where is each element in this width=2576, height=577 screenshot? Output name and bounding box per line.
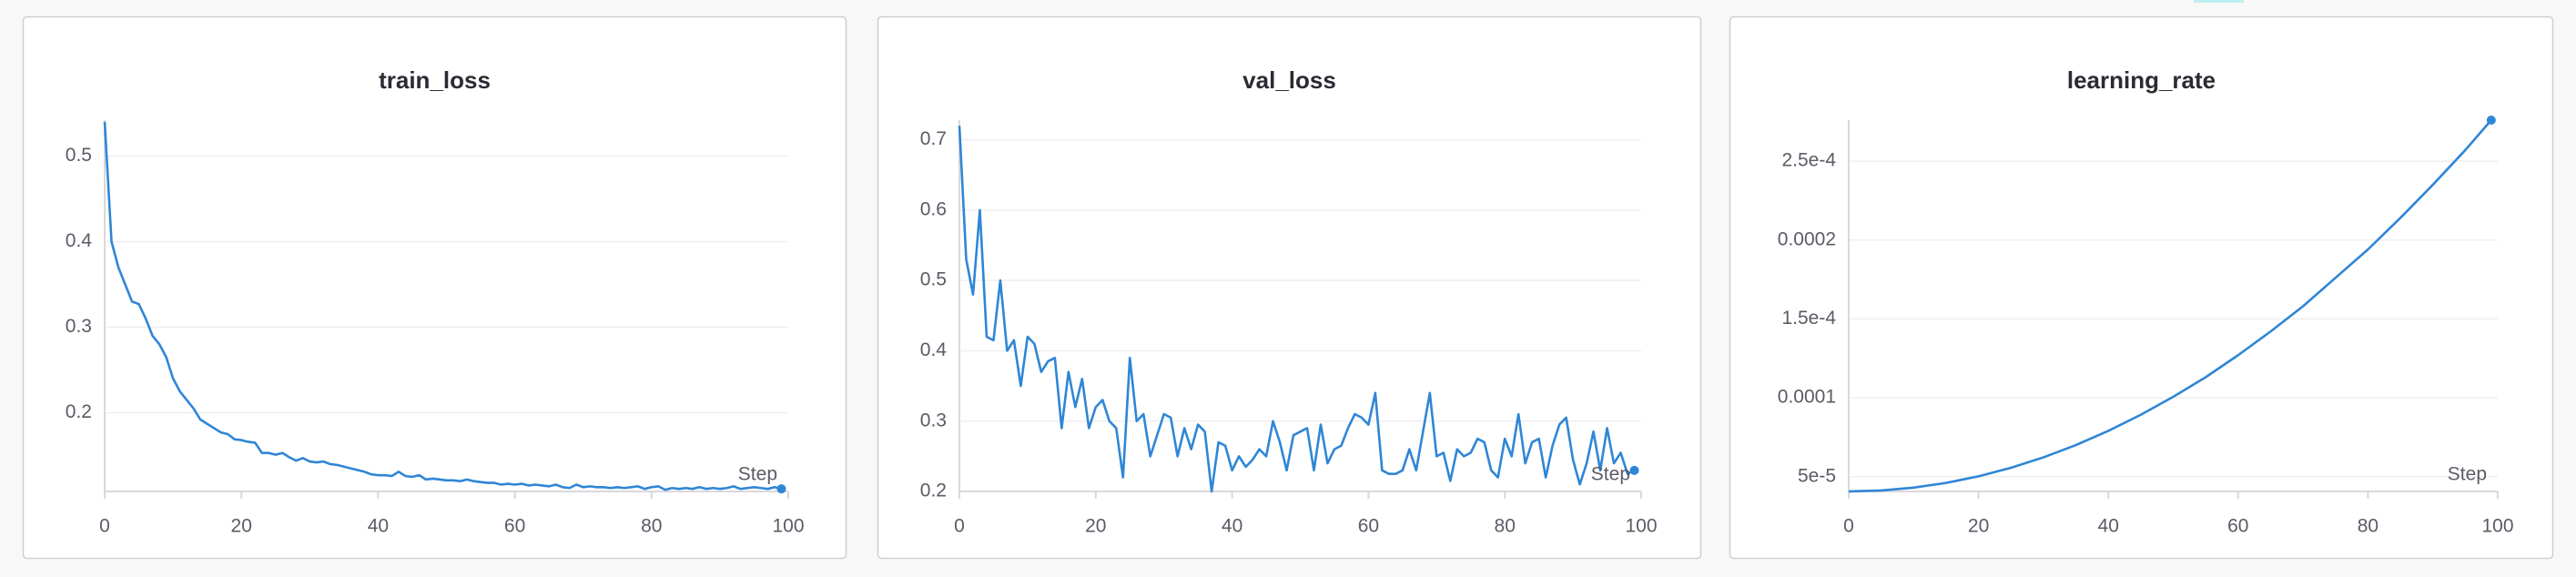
- x-tick-label: 80: [641, 516, 662, 537]
- x-tick-label: 0: [954, 516, 965, 537]
- chart-panel: learning_rate 5e-5 0.0001 1.5e-4 0.0002 2.5e-…: [1729, 15, 2554, 560]
- chart-title: learning_rate: [2067, 66, 2216, 94]
- x-tick-label: 20: [1968, 516, 1989, 537]
- tab-indicator: [2194, 0, 2244, 3]
- x-tick-label: 60: [2227, 516, 2248, 537]
- x-tick-label: 40: [1222, 516, 1242, 537]
- loss-line: [1848, 119, 2492, 493]
- x-tick-label: 20: [231, 516, 252, 537]
- y-tick-label: 0.6: [920, 198, 947, 219]
- x-tick-label: 40: [2098, 516, 2119, 537]
- loss-line: [958, 126, 1636, 493]
- y-tick-label: 2.5e-4: [1781, 150, 1836, 171]
- x-tick-label: 100: [772, 516, 804, 537]
- y-tick-label: 0.5: [920, 269, 947, 290]
- y-tick-label: 0.2: [66, 401, 92, 422]
- loss-line: [103, 121, 782, 491]
- end-point: [1629, 465, 1639, 475]
- chart-title: val_loss: [1242, 66, 1336, 94]
- x-tick-label: 0: [99, 516, 110, 537]
- x-tick-label: 60: [504, 516, 525, 537]
- end-point: [2486, 116, 2496, 125]
- end-point: [776, 484, 786, 494]
- x-axis-label: Step: [738, 464, 777, 485]
- x-tick-label: 60: [1358, 516, 1379, 537]
- chart-panel: train_loss 0.2 0.3 0.4 0.5 0 20 40 60 80 100 Step: [22, 15, 847, 560]
- y-tick-label: 0.3: [920, 410, 947, 430]
- y-tick-label: 0.4: [66, 230, 93, 251]
- x-tick-label: 80: [1495, 516, 1516, 537]
- y-tick-label: 0.0002: [1778, 228, 1836, 249]
- y-tick-label: 0.4: [920, 339, 948, 360]
- chart-panel: val_loss 0.2 0.3 0.4 0.5 0.6 0.7 0 20 40 60 80 100 St…: [877, 15, 1702, 560]
- x-tick-label: 100: [1625, 516, 1657, 537]
- y-tick-label: 0.0001: [1778, 387, 1836, 408]
- panel-frame: [1729, 15, 2554, 560]
- x-tick-label: 20: [1085, 516, 1106, 537]
- panel-frame: [22, 15, 847, 560]
- y-tick-label: 0.2: [920, 481, 947, 501]
- x-tick-label: 40: [368, 516, 389, 537]
- x-axis-label: Step: [1591, 464, 1630, 485]
- x-tick-label: 0: [1843, 516, 1854, 537]
- panel-frame: [877, 15, 1702, 560]
- y-tick-label: 0.5: [66, 145, 92, 166]
- chart-title: train_loss: [379, 66, 491, 94]
- x-axis-label: Step: [2448, 464, 2487, 485]
- x-tick-label: 80: [2358, 516, 2378, 537]
- y-tick-label: 0.7: [920, 128, 947, 149]
- y-tick-label: 1.5e-4: [1781, 308, 1836, 329]
- x-tick-label: 100: [2481, 516, 2513, 537]
- y-tick-label: 0.3: [66, 316, 92, 337]
- y-tick-label: 5e-5: [1798, 465, 1836, 486]
